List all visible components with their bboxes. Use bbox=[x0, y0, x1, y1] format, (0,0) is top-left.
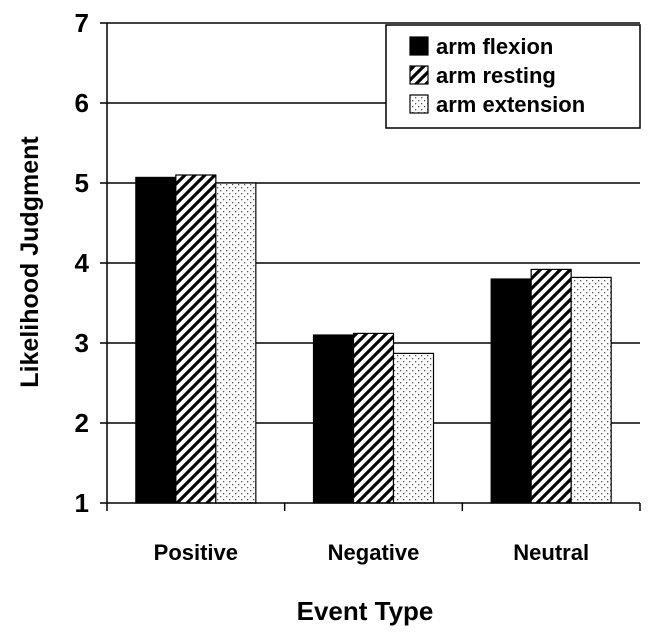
legend: arm flexion arm resting arm extension bbox=[385, 24, 641, 129]
y-tick-label: 7 bbox=[75, 8, 89, 38]
legend-label: arm flexion bbox=[436, 34, 553, 59]
bar bbox=[175, 174, 217, 504]
y-axis-title: Likelihood Judgment bbox=[16, 136, 44, 388]
x-tick-label: Negative bbox=[328, 540, 420, 565]
y-tick-label: 4 bbox=[75, 248, 90, 278]
bar bbox=[135, 176, 177, 504]
bar bbox=[352, 332, 395, 504]
x-tick-label: Neutral bbox=[513, 540, 589, 565]
bar bbox=[312, 334, 355, 504]
bar bbox=[490, 278, 532, 504]
legend-swatch bbox=[409, 65, 429, 85]
bars bbox=[135, 174, 612, 504]
y-tick-label: 6 bbox=[75, 88, 89, 118]
x-axis-title: Event Type bbox=[297, 596, 434, 626]
y-tick-label: 3 bbox=[75, 328, 89, 358]
legend-label: arm resting bbox=[436, 63, 556, 88]
legend-swatch bbox=[409, 36, 429, 56]
y-tick-label: 2 bbox=[75, 408, 89, 438]
x-tick-label: Positive bbox=[154, 540, 238, 565]
bar bbox=[570, 276, 612, 504]
bar bbox=[392, 352, 435, 504]
legend-label: arm extension bbox=[436, 92, 585, 117]
bar bbox=[530, 268, 572, 504]
legend-swatch bbox=[409, 94, 429, 114]
y-tick-label: 5 bbox=[75, 168, 89, 198]
axes: 1 2 3 4 5 6 7 Positive Negative Neutral bbox=[75, 8, 641, 565]
bar bbox=[215, 182, 257, 504]
y-tick-label: 1 bbox=[75, 488, 89, 518]
